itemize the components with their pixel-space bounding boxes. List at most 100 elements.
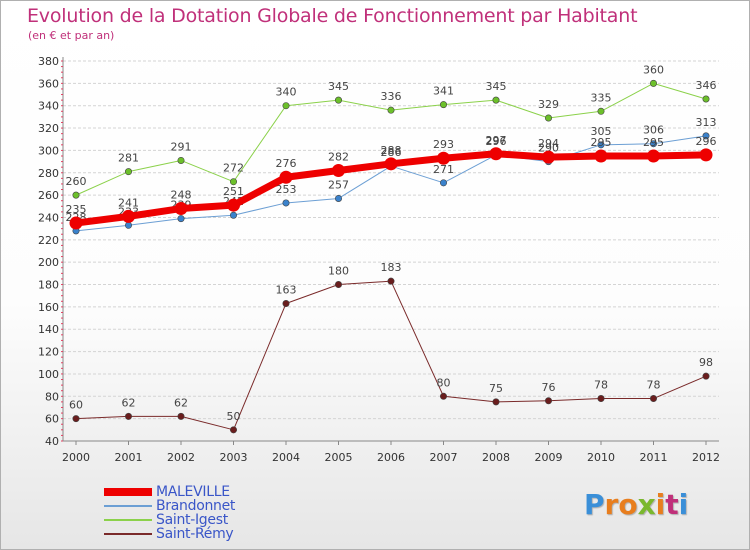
- data-label: 291: [171, 140, 192, 153]
- data-label: 336: [381, 90, 402, 103]
- data-point: [597, 141, 605, 149]
- data-label: 313: [696, 116, 717, 129]
- data-label: 62: [122, 396, 136, 409]
- data-point: [282, 199, 290, 207]
- x-tick-label: 2002: [167, 451, 195, 464]
- x-tick-label: 2010: [587, 451, 615, 464]
- data-point: [334, 194, 342, 202]
- data-point: [384, 157, 398, 171]
- data-label: 295: [591, 136, 612, 149]
- data-label: 286: [381, 146, 402, 159]
- data-label: 78: [594, 379, 608, 392]
- data-point: [702, 95, 710, 103]
- data-point: [489, 147, 503, 161]
- data-label: 180: [328, 265, 349, 278]
- legend-label: Brandonnet: [156, 498, 236, 514]
- data-point: [282, 102, 290, 110]
- x-tick-label: 2004: [272, 451, 300, 464]
- data-point: [125, 412, 133, 420]
- series-line: [75, 280, 707, 431]
- legend-swatch: [104, 488, 152, 496]
- series-brandonnet: 228233239242253257286271296290305306313: [66, 116, 717, 235]
- data-label: 272: [223, 162, 244, 175]
- data-point: [699, 148, 713, 162]
- logo-letter: P: [584, 488, 605, 521]
- data-label: 163: [276, 284, 297, 297]
- x-tick-label: 2008: [482, 451, 510, 464]
- data-point: [177, 215, 185, 223]
- y-tick-label: 200: [38, 256, 59, 269]
- y-tick-label: 180: [38, 279, 59, 292]
- legend-label: Saint-Igest: [156, 512, 228, 528]
- data-label: 335: [591, 91, 612, 104]
- x-tick-label: 2009: [535, 451, 563, 464]
- data-label: 306: [643, 124, 664, 137]
- data-label: 305: [591, 125, 612, 138]
- chart-subtitle: (en € et par an): [28, 29, 115, 42]
- x-tick-label: 2000: [62, 451, 90, 464]
- data-point: [439, 101, 447, 109]
- data-point: [387, 106, 395, 114]
- data-point: [702, 132, 710, 140]
- data-point: [492, 398, 500, 406]
- legend-label: MALEVILLE: [156, 484, 230, 500]
- data-point: [544, 397, 552, 405]
- data-point: [702, 372, 710, 380]
- series-saint-igest: 260 281 291 272 340 345 336 341 345 329 335 360 346: [66, 63, 717, 199]
- data-label: 251: [223, 185, 244, 198]
- series-saint-r-my: 60 62 62 50 163 180 183 80 75 76 78 78 98: [69, 261, 713, 434]
- logo-letter: o: [618, 488, 638, 521]
- data-point: [649, 140, 657, 148]
- data-point: [230, 211, 238, 219]
- chart-title: Evolution de la Dotation Globale de Fonc…: [27, 5, 638, 27]
- data-label: 241: [118, 196, 139, 209]
- series-maleville: 235 241 248 251 276 282 288 293 297 294 295 295 296: [66, 134, 717, 230]
- data-point: [597, 395, 605, 403]
- data-label: 276: [276, 157, 297, 170]
- data-label: 75: [489, 382, 503, 395]
- x-tick-label: 2007: [430, 451, 458, 464]
- data-point: [69, 216, 83, 230]
- y-tick-label: 120: [38, 346, 59, 359]
- y-tick-label: 100: [38, 368, 59, 381]
- data-label: 294: [538, 137, 559, 150]
- y-tick-label: 380: [38, 55, 59, 68]
- x-tick-label: 2003: [220, 451, 248, 464]
- data-point: [177, 412, 185, 420]
- x-tick-label: 2006: [377, 451, 405, 464]
- proxiti-logo: Proxiti: [584, 488, 688, 521]
- logo-letter: r: [604, 488, 619, 521]
- data-point: [122, 209, 135, 223]
- data-point: [227, 198, 240, 212]
- data-label: 260: [66, 175, 87, 188]
- data-label: 257: [328, 178, 349, 191]
- data-point: [334, 281, 342, 289]
- data-label: 341: [433, 85, 454, 98]
- data-point: [125, 221, 133, 229]
- y-tick-label: 240: [38, 211, 59, 224]
- data-label: 235: [66, 203, 87, 216]
- y-tick-label: 260: [38, 189, 59, 202]
- data-point: [439, 392, 447, 400]
- data-point: [649, 395, 657, 403]
- data-label: 50: [227, 410, 241, 423]
- y-tick-label: 160: [38, 301, 59, 314]
- data-point: [334, 96, 342, 104]
- data-point: [597, 107, 605, 115]
- x-tick-label: 2011: [640, 451, 668, 464]
- data-point: [230, 178, 238, 186]
- data-label: 80: [437, 376, 451, 389]
- data-label: 271: [433, 163, 454, 176]
- y-tick-label: 340: [38, 100, 59, 113]
- data-label: 293: [433, 138, 454, 151]
- data-point: [282, 300, 290, 308]
- data-point: [72, 191, 80, 199]
- data-label: 60: [69, 399, 83, 412]
- legend-swatch: [104, 505, 152, 507]
- data-point: [492, 96, 500, 104]
- x-tick-label: 2012: [692, 451, 720, 464]
- data-point: [387, 277, 395, 285]
- data-point: [177, 156, 185, 164]
